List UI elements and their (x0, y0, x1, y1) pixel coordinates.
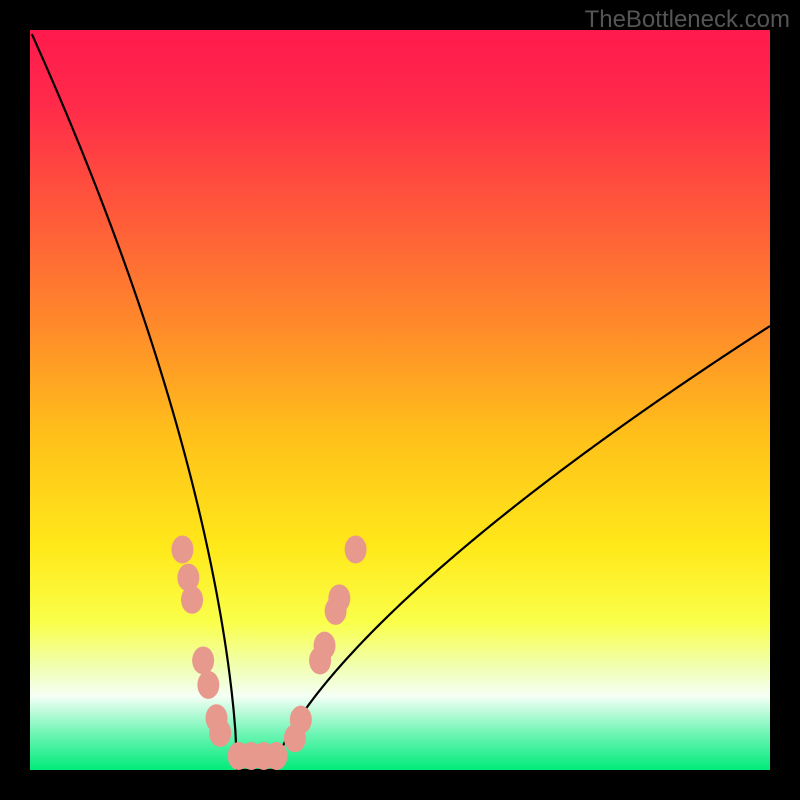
data-marker (345, 535, 367, 563)
data-marker (328, 584, 350, 612)
data-marker (290, 706, 312, 734)
data-marker (171, 535, 193, 563)
data-marker (192, 646, 214, 674)
data-marker (181, 586, 203, 614)
chart-container: TheBottleneck.com (0, 0, 800, 800)
watermark-label: TheBottleneck.com (585, 6, 790, 34)
data-marker (197, 671, 219, 699)
data-marker (209, 719, 231, 747)
plot-area (30, 30, 770, 770)
data-marker (265, 742, 287, 770)
data-marker (314, 632, 336, 660)
